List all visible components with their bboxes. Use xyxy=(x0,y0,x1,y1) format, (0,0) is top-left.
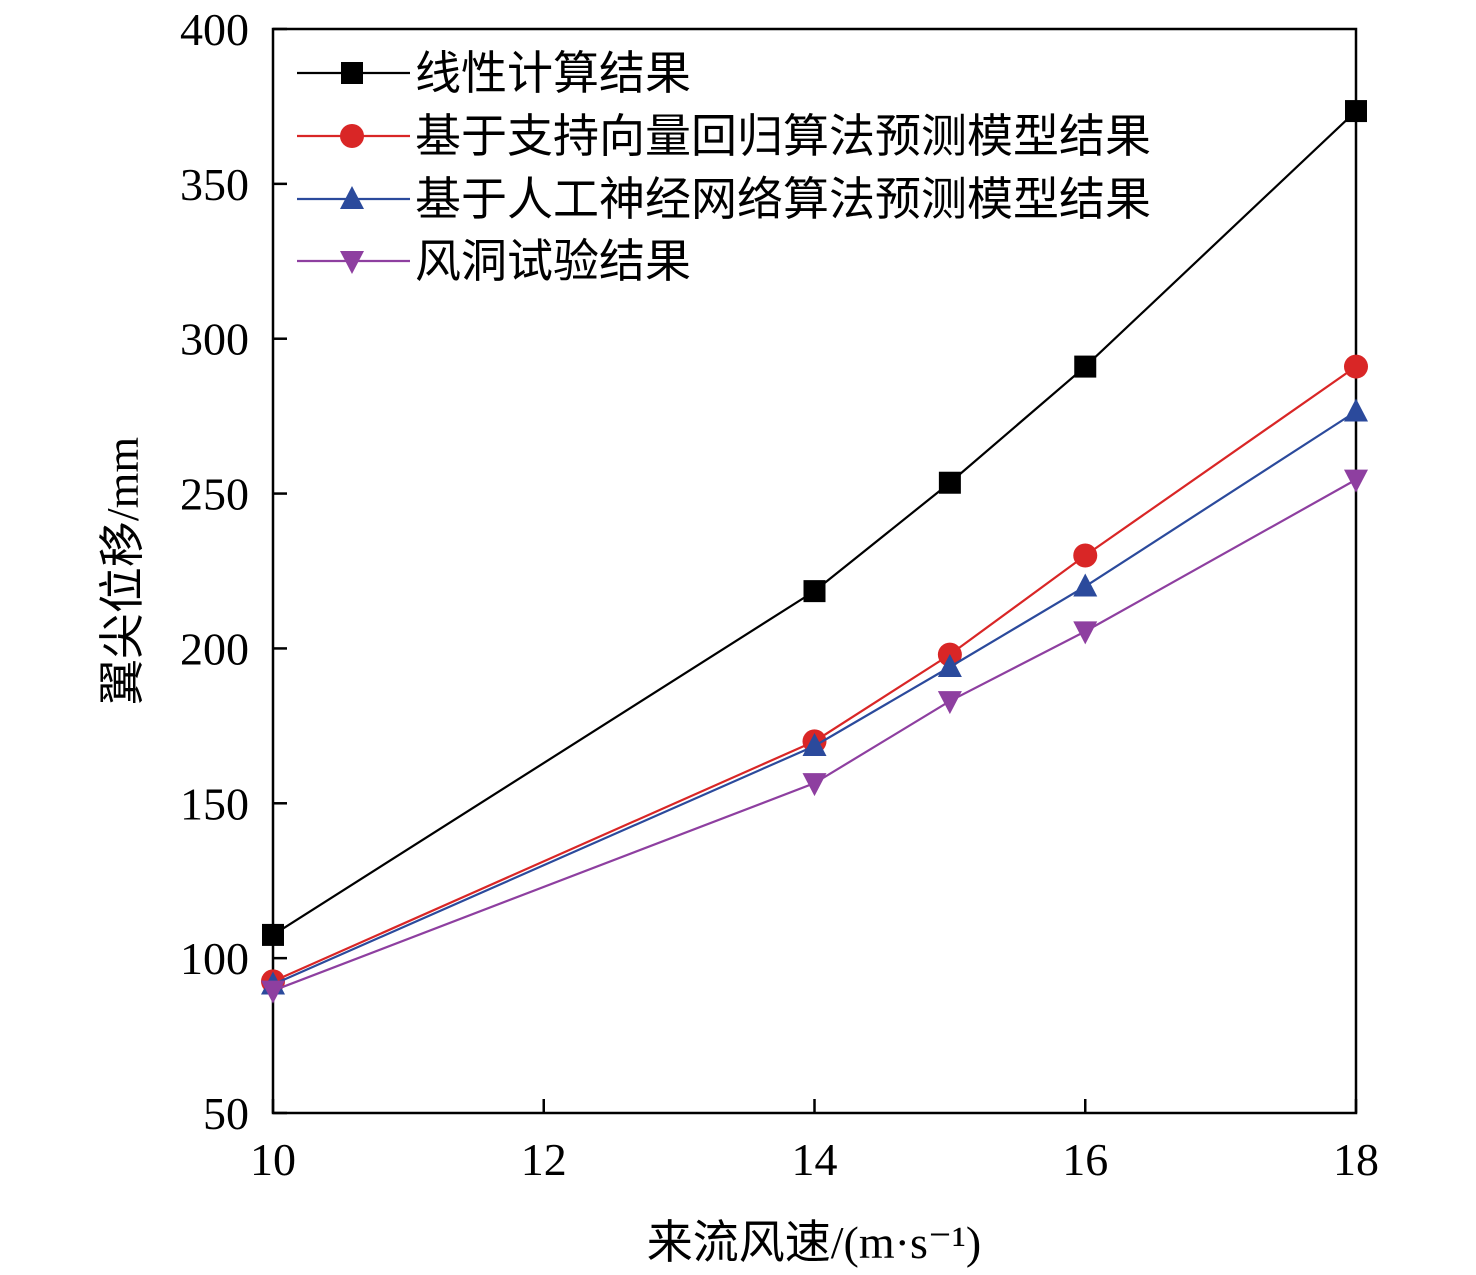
data-point xyxy=(1344,354,1368,379)
x-axis-label: 来流风速/(m·s⁻¹) xyxy=(647,1217,982,1268)
series-line xyxy=(272,110,1357,936)
legend-label: 基于人工神经网络算法预测模型结果 xyxy=(415,174,1151,225)
legend-marker xyxy=(340,124,364,148)
y-tick-label: 250 xyxy=(180,469,249,520)
series-2 xyxy=(261,398,1368,995)
data-point xyxy=(803,580,826,603)
data-point xyxy=(1073,543,1098,568)
data-point xyxy=(802,773,827,797)
x-tick-label: 10 xyxy=(250,1134,296,1185)
data-point xyxy=(1073,621,1098,645)
x-tick-label: 18 xyxy=(1333,1134,1379,1185)
x-tick-label: 16 xyxy=(1062,1134,1108,1185)
legend-marker xyxy=(340,186,364,209)
data-point xyxy=(938,471,961,494)
data-point xyxy=(1074,355,1097,378)
data-point xyxy=(1073,573,1098,597)
legend-entry: 风洞试验结果 xyxy=(297,236,691,287)
data-point xyxy=(1344,398,1368,422)
x-tick-label: 12 xyxy=(521,1134,567,1185)
legend: 线性计算结果基于支持向量回归算法预测模型结果基于人工神经网络算法预测模型结果风洞… xyxy=(297,48,1151,287)
series-line xyxy=(272,365,1357,983)
y-tick-label: 300 xyxy=(180,314,249,365)
y-tick-label: 400 xyxy=(180,4,249,55)
legend-entry: 线性计算结果 xyxy=(297,48,691,99)
legend-label: 基于支持向量回归算法预测模型结果 xyxy=(415,111,1151,162)
data-point xyxy=(262,923,284,946)
y-tick-label: 200 xyxy=(180,623,249,674)
series-1 xyxy=(261,354,1368,994)
data-point xyxy=(937,654,962,678)
series-3 xyxy=(261,469,1368,1004)
series-line xyxy=(272,410,1357,986)
data-point xyxy=(937,691,962,715)
data-point xyxy=(261,980,285,1004)
series-layer xyxy=(261,100,1368,1004)
data-point xyxy=(1345,100,1367,123)
legend-marker xyxy=(341,62,363,84)
x-tick-label: 14 xyxy=(792,1134,838,1185)
axes: 10 12 14 16 18 50 100 150 200 250 300 350 400 xyxy=(180,4,1379,1185)
legend-marker xyxy=(340,251,364,274)
legend-label: 线性计算结果 xyxy=(415,48,691,99)
y-tick-label: 100 xyxy=(180,933,249,984)
data-point xyxy=(1344,469,1368,493)
data-point xyxy=(802,732,827,756)
legend-entry: 基于支持向量回归算法预测模型结果 xyxy=(297,111,1151,162)
legend-label: 风洞试验结果 xyxy=(415,236,691,287)
series-0 xyxy=(262,100,1367,946)
y-tick-label: 50 xyxy=(203,1088,249,1139)
y-tick-label: 150 xyxy=(180,778,249,829)
legend-entry: 基于人工神经网络算法预测模型结果 xyxy=(297,174,1151,225)
y-tick-label: 350 xyxy=(180,159,249,210)
y-axis-label: 翼尖位移/mm xyxy=(97,437,148,706)
